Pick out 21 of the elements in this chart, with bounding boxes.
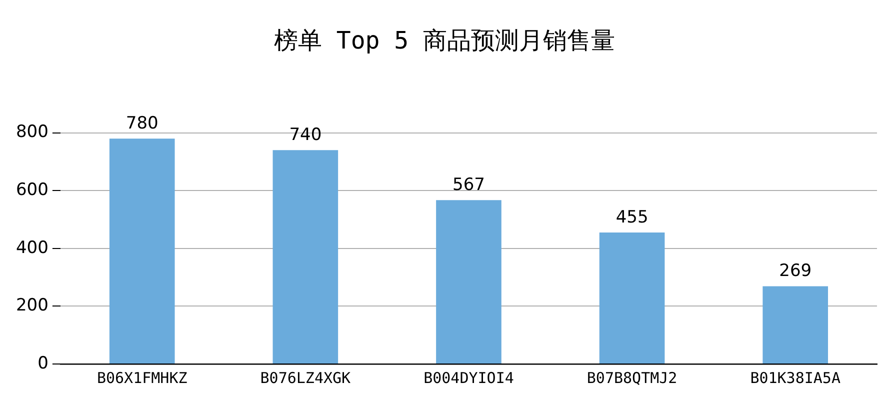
y-tick-label: 200 <box>16 296 48 316</box>
x-tick-label: B004DYIOI4 <box>424 368 514 387</box>
bar <box>109 138 175 364</box>
bar <box>436 200 502 364</box>
y-tick-label: 0 <box>38 353 48 374</box>
bar <box>762 286 828 364</box>
data-label: 780 <box>126 114 158 134</box>
bar <box>599 232 665 364</box>
x-tick-label: B07B8QTMJ2 <box>586 368 678 387</box>
bar <box>272 150 338 364</box>
data-label: 567 <box>452 175 485 196</box>
x-tick-label: B01K38IA5A <box>750 368 840 387</box>
data-label: 740 <box>289 125 322 146</box>
x-tick-label: B076LZ4XGK <box>260 368 351 387</box>
y-tick-label: 400 <box>16 238 48 258</box>
data-label: 455 <box>616 207 648 228</box>
y-tick-label: 800 <box>16 122 48 142</box>
data-label: 269 <box>779 261 812 282</box>
y-tick-label: 600 <box>16 180 48 200</box>
chart-title: 榜单 Top 5 商品预测月销售量 <box>274 26 616 55</box>
x-tick-label: B06X1FMHKZ <box>96 368 188 387</box>
